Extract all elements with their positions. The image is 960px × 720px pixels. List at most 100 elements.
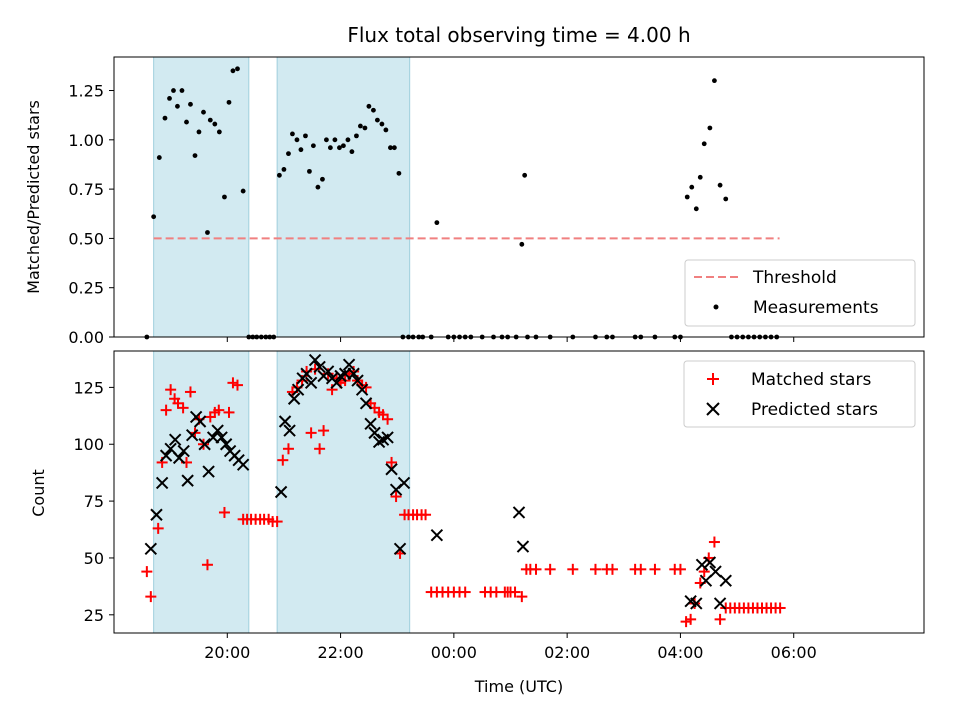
measurement-point xyxy=(196,129,202,135)
legend-matched-label: Matched stars xyxy=(751,370,871,390)
predicted-star-point xyxy=(385,463,398,476)
y-tick-label: 0.25 xyxy=(68,279,104,298)
y-tick-label: 25 xyxy=(84,606,104,625)
predicted-star-point xyxy=(144,542,158,556)
predicted-star-point xyxy=(219,438,233,451)
measurement-point xyxy=(175,103,180,109)
y-tick-label: 0.75 xyxy=(68,180,104,199)
predicted-star-point xyxy=(719,574,732,587)
matched-star-point xyxy=(305,427,317,439)
x-axis-label: Time (UTC) xyxy=(474,677,563,696)
bottom-legend-box xyxy=(683,360,916,428)
predicted-star-point xyxy=(202,465,215,478)
predicted-star-point xyxy=(168,433,182,446)
predicted-star-point xyxy=(709,565,722,578)
predicted-star-point xyxy=(278,415,292,428)
matched-star-point xyxy=(390,491,402,503)
matched-star-point xyxy=(606,563,618,575)
y-tick-label: 0.50 xyxy=(68,229,104,248)
predicted-star-point xyxy=(381,431,394,444)
measurement-point xyxy=(226,99,232,105)
matched-star-point xyxy=(708,536,720,548)
measurement-point xyxy=(162,115,168,121)
measurement-point xyxy=(723,196,729,202)
measurement-point xyxy=(693,206,699,212)
x-tick-label: 02:00 xyxy=(544,643,590,662)
shaded-region-2 xyxy=(276,56,411,338)
measurement-point xyxy=(357,123,363,129)
bottom-legend: Matched stars Predicted stars xyxy=(683,360,916,428)
matched-star-point xyxy=(420,509,432,521)
measurement-point xyxy=(345,137,351,143)
predicted-star-point xyxy=(359,397,373,410)
predicted-star-point xyxy=(300,367,313,380)
measurement-point xyxy=(717,182,723,188)
legend-measurements-label: Measurements xyxy=(753,298,879,318)
x-tick-label: 04:00 xyxy=(657,643,703,662)
matched-star-point xyxy=(314,443,326,455)
legend-measurements-swatch xyxy=(713,304,719,310)
matched-star-point xyxy=(774,602,786,614)
bottom-y-axis-label: Count xyxy=(29,469,48,517)
predicted-star-point xyxy=(215,431,228,444)
predicted-star-point xyxy=(695,558,709,571)
y-tick-label: 75 xyxy=(84,492,104,511)
predicted-star-point xyxy=(172,451,186,465)
matched-star-point xyxy=(218,506,230,518)
x-tick-label: 00:00 xyxy=(431,643,477,662)
measurement-point xyxy=(310,143,316,149)
matched-star-point xyxy=(145,591,157,603)
measurement-point xyxy=(707,125,713,131)
matched-star-point xyxy=(544,563,556,575)
shaded-region-2 xyxy=(276,350,411,634)
measurement-point xyxy=(298,147,304,153)
legend-threshold-label: Threshold xyxy=(752,268,837,288)
predicted-star-point xyxy=(211,424,224,437)
matched-stars-series xyxy=(141,363,786,628)
measurement-point xyxy=(684,194,690,200)
top-y-ticks: 0.00 0.25 0.50 0.75 1.00 1.25 xyxy=(68,82,114,347)
matched-star-point xyxy=(382,413,394,425)
measurement-point xyxy=(167,96,172,101)
predicted-star-point xyxy=(342,358,356,371)
bottom-axes-frame xyxy=(113,350,925,634)
legend-predicted-swatch xyxy=(706,402,720,416)
measurement-point xyxy=(281,166,287,172)
predicted-star-point xyxy=(283,424,296,437)
predicted-star-point xyxy=(198,438,211,451)
predicted-star-point xyxy=(347,367,360,380)
measurement-point xyxy=(303,133,308,139)
predicted-star-point xyxy=(177,444,190,458)
matched-star-point xyxy=(386,456,398,468)
top-y-axis-label: Matched/Predicted stars xyxy=(24,100,43,294)
predicted-star-point xyxy=(355,383,369,396)
predicted-star-point xyxy=(159,449,173,462)
measurement-point xyxy=(379,121,385,127)
y-tick-label: 100 xyxy=(73,435,104,454)
measurement-point xyxy=(391,145,397,151)
measurement-point xyxy=(383,127,389,133)
matched-star-point xyxy=(223,406,235,418)
measurement-point xyxy=(179,88,185,93)
measurement-point xyxy=(519,241,525,247)
matched-star-point xyxy=(213,404,225,416)
measurement-point xyxy=(324,137,329,143)
predicted-star-point xyxy=(185,428,199,442)
y-tick-label: 1.00 xyxy=(68,131,104,150)
predicted-star-point xyxy=(430,529,444,542)
top-axes-frame xyxy=(113,56,925,338)
measurement-point xyxy=(230,68,236,74)
top-x-ticks xyxy=(226,337,795,342)
bottom-y-ticks: 25 50 75 100 125 xyxy=(73,378,114,625)
matched-star-point xyxy=(360,381,372,393)
matched-star-point xyxy=(516,591,528,603)
predicted-star-point xyxy=(699,574,713,587)
predicted-star-point xyxy=(236,458,250,471)
predicted-star-point xyxy=(304,376,318,390)
measurement-point xyxy=(388,145,393,151)
matched-star-point xyxy=(152,522,164,534)
measurement-point xyxy=(712,78,717,84)
predicted-star-point xyxy=(308,353,322,367)
matched-star-point xyxy=(231,379,243,391)
measurement-point xyxy=(235,66,240,72)
